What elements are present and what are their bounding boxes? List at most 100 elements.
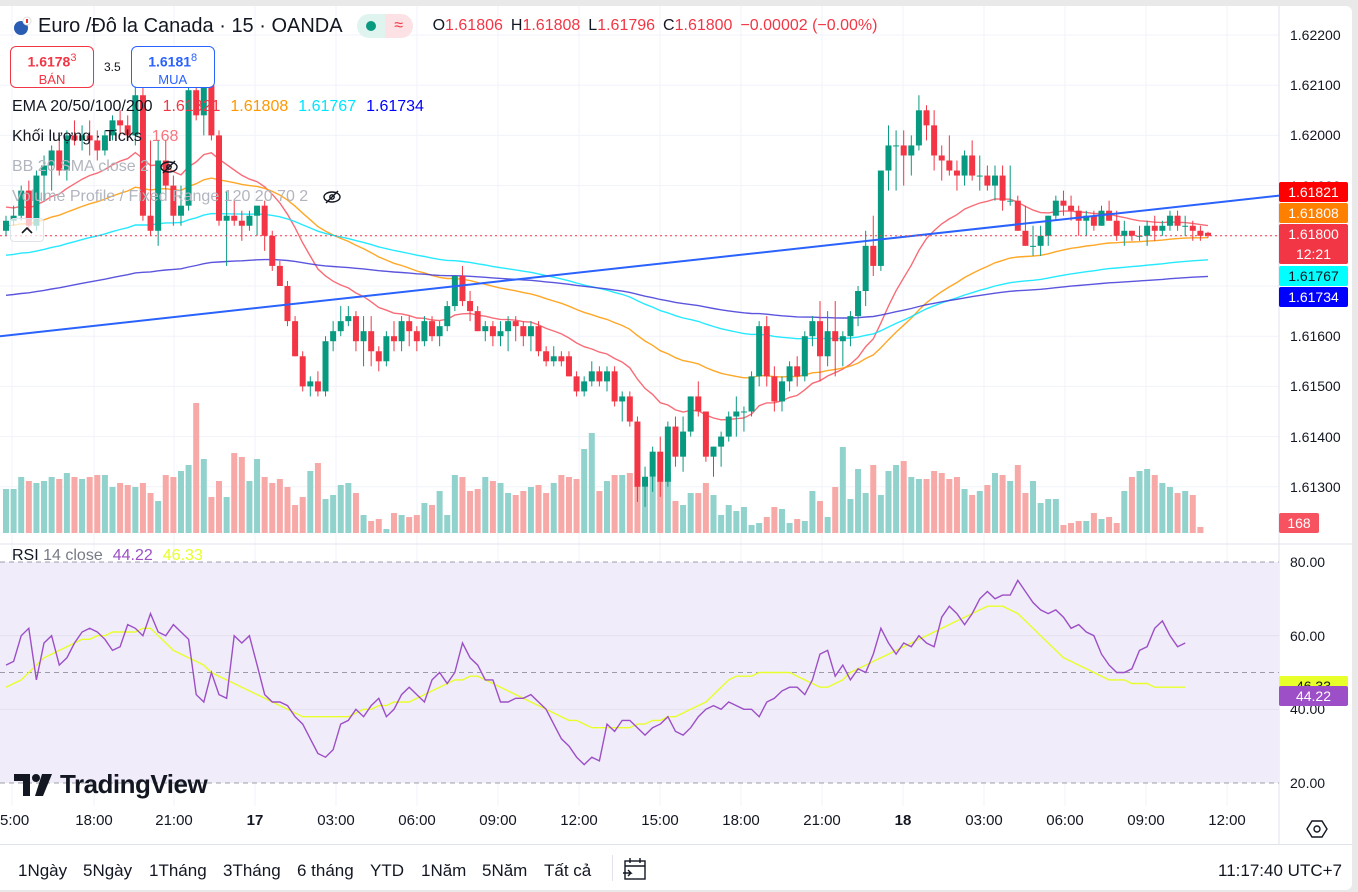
- range-button[interactable]: YTD: [370, 861, 404, 880]
- candle-body: [360, 331, 367, 342]
- volume-bar: [1098, 519, 1105, 533]
- candle-body: [1174, 215, 1181, 226]
- candle: [725, 411, 732, 442]
- volume-bar: [383, 529, 390, 533]
- candle-body: [984, 175, 991, 186]
- candle: [527, 321, 534, 352]
- candle: [1052, 195, 1059, 221]
- price-tick-label: 1.61300: [1290, 478, 1341, 495]
- range-button[interactable]: Tất cả: [544, 861, 592, 880]
- volume-bar: [626, 473, 633, 533]
- chart-settings-button[interactable]: [1306, 818, 1328, 840]
- candle-body: [345, 316, 352, 322]
- volume-bar: [877, 495, 884, 533]
- candle: [786, 361, 793, 392]
- range-button[interactable]: 6 tháng: [297, 861, 354, 880]
- volume-bar: [702, 483, 709, 533]
- candle-body: [931, 125, 938, 156]
- candle-body: [1106, 210, 1113, 221]
- candle: [269, 230, 276, 271]
- eye-off-icon[interactable]: [159, 159, 179, 175]
- bar-countdown: 12:21: [1295, 246, 1332, 262]
- candle-body: [1090, 215, 1097, 226]
- chart-canvas[interactable]: [0, 6, 1352, 890]
- candle-body: [832, 331, 839, 342]
- tradingview-logo[interactable]: TradingView: [14, 769, 208, 800]
- range-button[interactable]: 3Tháng: [223, 861, 281, 880]
- volume-bar: [132, 487, 139, 533]
- timezone-clock[interactable]: 11:17:40 UTC+7: [1218, 861, 1342, 880]
- volume-bar: [1045, 499, 1052, 533]
- volume-bar: [1189, 495, 1196, 533]
- eye-off-icon[interactable]: [322, 189, 342, 205]
- range-button[interactable]: 1Tháng: [149, 861, 207, 880]
- candle-body: [839, 336, 846, 342]
- volume-profile-legend[interactable]: Volume Profile / Fixed Range 120 20 70 2: [12, 188, 342, 206]
- symbol-title[interactable]: Euro /Đô la Canada · 15 · OANDA: [38, 14, 343, 37]
- volume-bar: [611, 475, 618, 533]
- volume-bar: [672, 501, 679, 533]
- range-button[interactable]: 5Ngày: [83, 861, 133, 880]
- range-button[interactable]: 5Năm: [482, 861, 528, 880]
- buy-button[interactable]: 1.61818 MUA: [130, 46, 215, 88]
- volume-bar: [421, 503, 428, 533]
- sell-button[interactable]: 1.61783 BÁN: [10, 46, 94, 88]
- candle: [147, 140, 154, 236]
- volume-bar: [345, 483, 352, 533]
- ema-legend[interactable]: EMA 20/50/100/200 1.61821 1.61808 1.6176…: [12, 98, 424, 116]
- collapse-legend-button[interactable]: [10, 218, 44, 242]
- toolbar-divider: [612, 855, 613, 881]
- bb-legend[interactable]: BB 20 SMA close 2: [12, 158, 179, 176]
- range-button[interactable]: 1Ngày: [18, 861, 68, 880]
- candle: [200, 80, 207, 136]
- volume-bar: [406, 517, 413, 533]
- candle: [908, 135, 915, 176]
- candle-body: [1083, 215, 1090, 221]
- volume-legend[interactable]: Khối lượng · Ticks 168: [12, 128, 178, 146]
- price-tick-label: 1.61500: [1290, 378, 1341, 395]
- candle-body: [748, 376, 755, 412]
- market-status[interactable]: ≈: [356, 14, 413, 38]
- candle-body: [999, 175, 1006, 201]
- candle: [117, 110, 124, 136]
- volume-bar: [520, 491, 527, 533]
- candle: [695, 381, 702, 417]
- candle: [307, 376, 314, 397]
- candle-body: [915, 110, 922, 146]
- candle: [1083, 210, 1090, 236]
- candle: [132, 85, 139, 146]
- volume-bar: [429, 505, 436, 533]
- symbol-legend[interactable]: Euro /Đô la Canada · 15 · OANDA ≈ O1.618…: [12, 14, 877, 38]
- volume-bar: [254, 459, 261, 533]
- candle: [535, 321, 542, 357]
- candle: [1007, 165, 1014, 206]
- candle: [254, 205, 261, 236]
- rsi-legend[interactable]: RSI 14 close 44.22 46.33: [12, 547, 203, 565]
- candle-body: [41, 165, 48, 176]
- candle: [680, 416, 687, 472]
- volume-bar: [261, 477, 268, 533]
- candle-body: [687, 396, 694, 432]
- candle-body: [261, 205, 268, 236]
- candle: [390, 321, 397, 352]
- volume-bar: [550, 483, 557, 533]
- candle-body: [763, 326, 770, 377]
- volume-bar: [991, 473, 998, 533]
- candle-body: [1189, 225, 1196, 231]
- candle: [1182, 215, 1189, 236]
- candle: [961, 150, 968, 186]
- volume-bar: [931, 471, 938, 533]
- range-button[interactable]: 1Năm: [421, 861, 467, 880]
- volume-bar: [1166, 487, 1173, 533]
- volume-bar: [1075, 521, 1082, 533]
- candle-body: [216, 135, 223, 221]
- candle: [101, 130, 108, 156]
- volume-bar: [200, 459, 207, 533]
- go-to-date-button[interactable]: [622, 857, 648, 886]
- candle: [489, 321, 496, 347]
- candle: [938, 145, 945, 181]
- ema-20-line: [5, 151, 1209, 421]
- candle-body: [946, 160, 953, 171]
- candle: [413, 326, 420, 352]
- candle-body: [246, 215, 253, 226]
